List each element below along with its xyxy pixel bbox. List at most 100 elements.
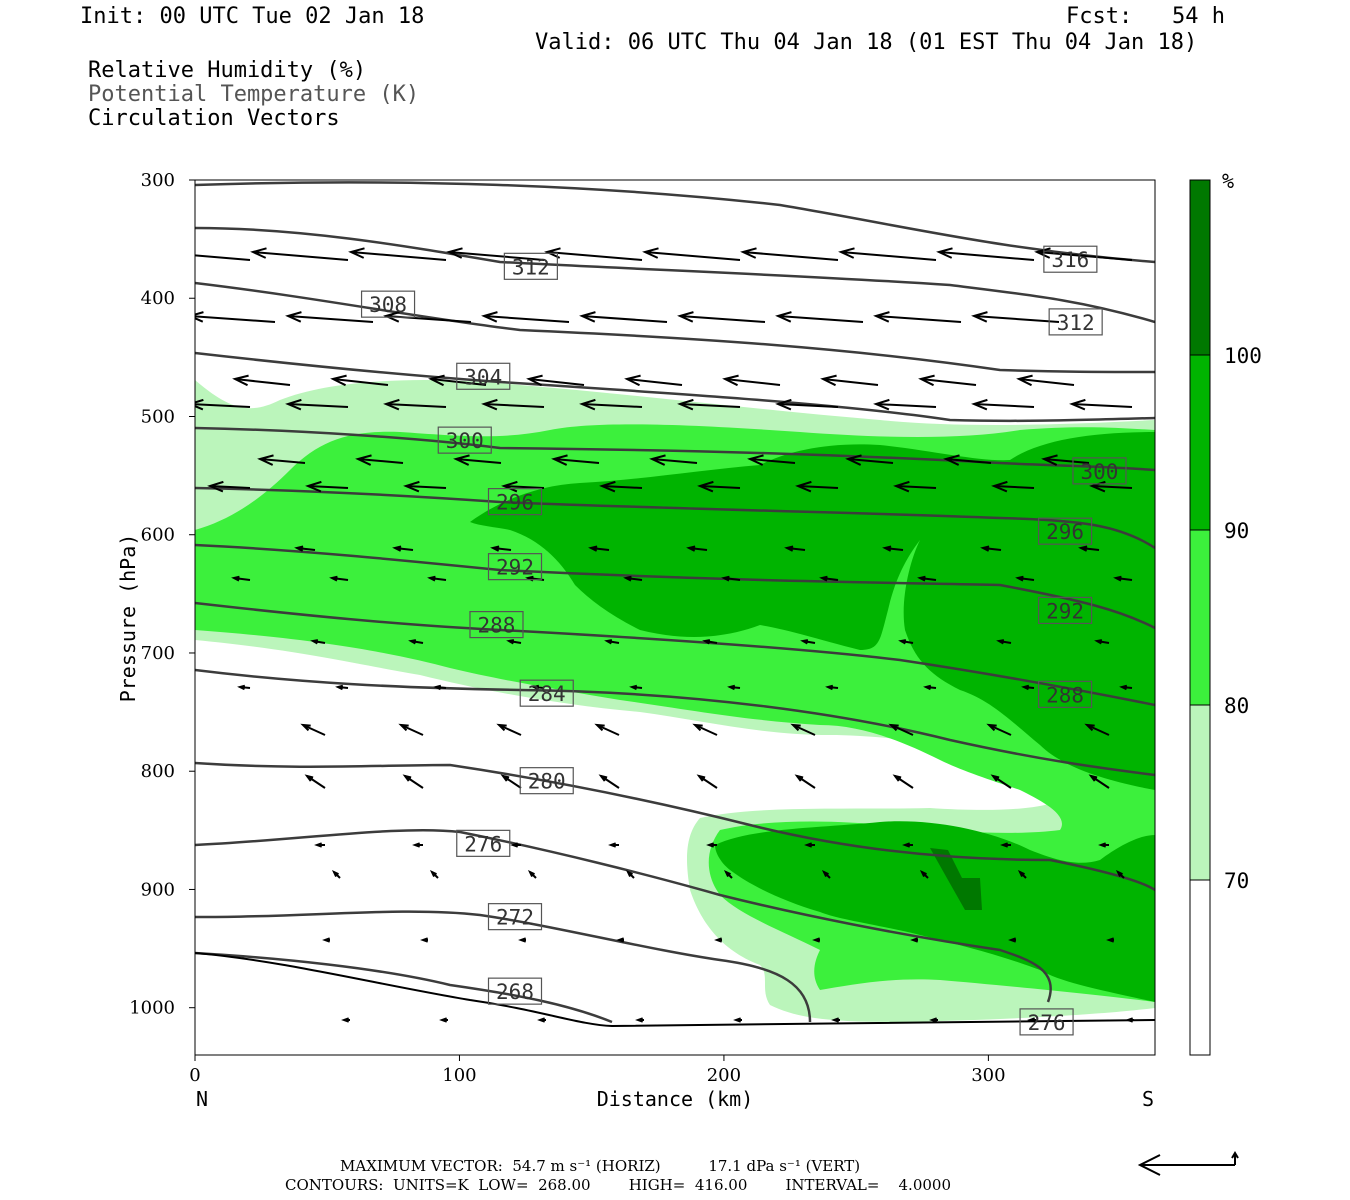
vector-head	[207, 480, 224, 493]
vector-head	[439, 1017, 448, 1023]
vector-shaft	[483, 403, 545, 408]
vector-head	[305, 480, 322, 493]
vector-head	[642, 247, 659, 259]
terrain-line	[195, 952, 1155, 1028]
vector-shaft	[895, 485, 937, 489]
vector-shaft	[455, 458, 502, 464]
colorbar-label: 90	[1224, 519, 1249, 543]
vector-head	[831, 1017, 840, 1023]
vector-shaft	[209, 485, 251, 489]
vector-shaft	[596, 724, 620, 736]
vector-shaft	[1090, 775, 1110, 789]
vector-head	[257, 454, 274, 466]
vector-head	[518, 937, 527, 943]
vector-head	[232, 374, 249, 387]
vector-head	[403, 480, 420, 493]
colorbar-frame	[1189, 179, 1211, 1056]
vector-shaft	[698, 775, 718, 789]
vector-head	[917, 575, 926, 582]
vector-head	[795, 480, 812, 493]
y-tick-label: 700	[141, 643, 175, 664]
vector-shaft	[259, 458, 306, 464]
x-axis: 0 100 200 300	[189, 1055, 1006, 1086]
theta-contour-308	[195, 351, 1155, 423]
vector-head	[501, 480, 518, 493]
vector-shaft	[357, 458, 404, 464]
contour-label-304: 304	[456, 362, 511, 390]
x-tick-label: 100	[442, 1065, 476, 1086]
vector-head	[971, 398, 988, 411]
vector-head	[250, 247, 267, 259]
vector-head	[429, 869, 437, 877]
legend-vectors: Circulation Vectors	[88, 106, 340, 131]
legend-rh: Relative Humidity (%)	[88, 58, 367, 83]
y-tick-label: 1000	[129, 998, 175, 1019]
vector-shaft	[973, 403, 1035, 408]
x-tick-label: 300	[971, 1065, 1005, 1086]
svg-text:288: 288	[1046, 683, 1084, 707]
vector-head	[821, 869, 829, 877]
vector-shaft	[792, 724, 816, 736]
vector-head	[604, 639, 613, 645]
svg-text:276: 276	[1028, 1011, 1066, 1035]
vector-head	[747, 454, 764, 466]
vector-head	[784, 545, 794, 552]
vector-head	[551, 454, 568, 466]
vector-shaft	[945, 458, 992, 464]
vector-shaft	[581, 403, 643, 408]
vector-head	[629, 684, 638, 691]
contour-label-308: 308	[360, 290, 416, 318]
svg-text:292: 292	[496, 556, 534, 580]
vector-shaft	[332, 378, 389, 386]
vector-head	[348, 247, 365, 259]
vector-head	[285, 398, 302, 411]
vector-head	[706, 842, 715, 848]
vector-shaft	[195, 254, 251, 261]
svg-text:296: 296	[496, 491, 534, 515]
y-tick-label: 600	[141, 525, 175, 546]
vector-head	[892, 774, 902, 782]
svg-text:300: 300	[446, 429, 484, 453]
vector-shaft	[679, 315, 766, 323]
vector-head	[599, 480, 616, 493]
contour-label-280: 280	[519, 767, 574, 795]
vector-head	[1115, 869, 1123, 877]
vector-shaft	[385, 403, 447, 408]
vector-head	[402, 774, 412, 782]
vector-head	[383, 311, 400, 323]
vector-shaft	[195, 403, 251, 408]
vector-shaft	[993, 485, 1035, 489]
contour-label-300: 300	[437, 426, 492, 454]
vector-shaft	[875, 403, 937, 408]
vector-shaft	[405, 485, 447, 489]
vector-head	[481, 398, 498, 411]
vector-head	[500, 774, 510, 782]
theta-contour-304	[195, 426, 1155, 472]
vector-head	[1015, 575, 1024, 582]
vector-head	[882, 545, 892, 552]
vector-head	[412, 842, 421, 848]
vector-head	[608, 842, 617, 848]
vector-head	[446, 247, 463, 259]
svg-text:296: 296	[1046, 520, 1084, 544]
svg-text:300: 300	[1080, 460, 1118, 484]
vector-head	[1017, 869, 1025, 877]
max-vector-text: MAXIMUM VECTOR: 54.7 m s⁻¹ (HORIZ) 17.1 …	[340, 1157, 861, 1175]
colorbar-swatch	[1190, 705, 1210, 880]
svg-text:312: 312	[1057, 311, 1095, 335]
vector-head	[1106, 937, 1115, 943]
vector-head	[195, 398, 204, 411]
vector-shaft	[404, 775, 424, 789]
vector-head	[727, 684, 736, 691]
colorbar-label: 70	[1224, 869, 1249, 893]
vector-shaft	[1086, 724, 1110, 736]
svg-text:316: 316	[1051, 248, 1089, 272]
init-time: Init: 00 UTC Tue 02 Jan 18	[80, 4, 425, 29]
vector-head	[341, 1017, 350, 1023]
vector-shaft	[777, 315, 864, 323]
contour-label-296: 296	[1037, 517, 1093, 545]
y-tick-label: 400	[141, 288, 175, 309]
rh-shading	[195, 380, 1155, 1022]
valid-time: Valid: 06 UTC Thu 04 Jan 18 (01 EST Thu …	[535, 30, 1198, 55]
vector-head	[649, 454, 666, 466]
